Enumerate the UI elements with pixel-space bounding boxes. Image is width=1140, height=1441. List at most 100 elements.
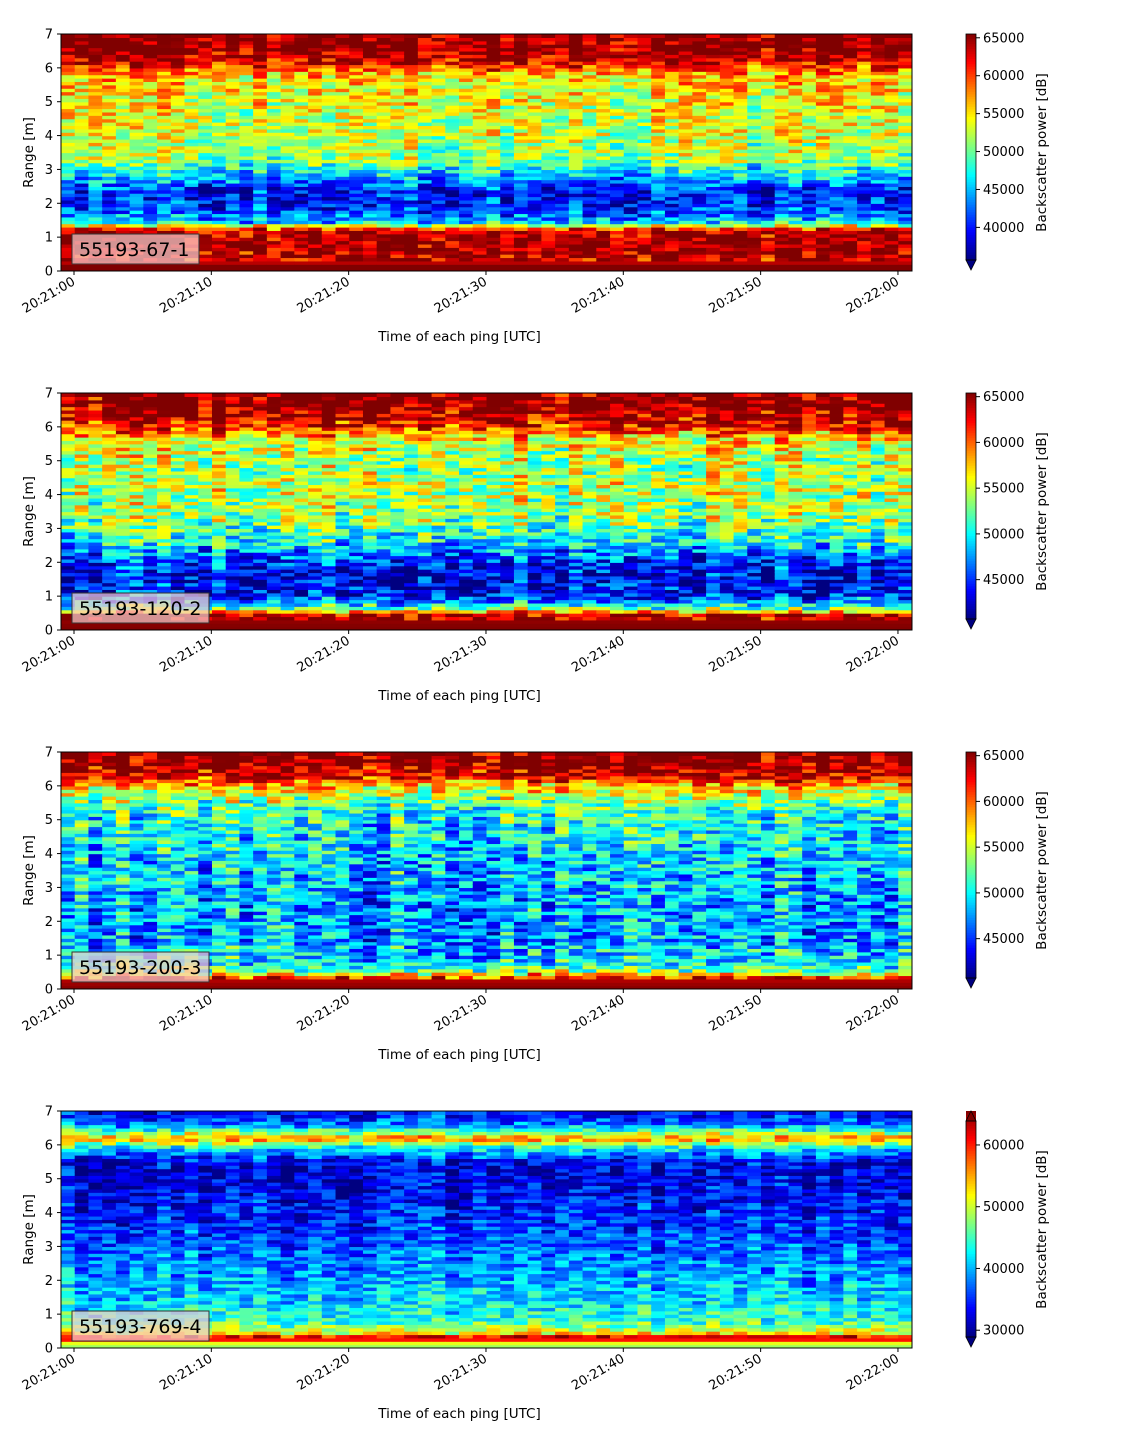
heatmap-cell (88, 34, 102, 38)
heatmap-cell (775, 34, 789, 38)
colorbar-label: Backscatter power [dB] (1034, 73, 1050, 232)
colorbar-tick-label: 40000 (983, 221, 1024, 236)
heatmap-cell (363, 34, 377, 38)
y-tick-label: 7 (45, 28, 53, 43)
heatmap-cell (761, 34, 775, 38)
heatmap-cell (281, 34, 295, 38)
chart-panel-1: 0 1 2 3 4 5 6 7 20:21:00 20:21:10 20:21:20 20:21:30… (20, 28, 1050, 346)
heatmap-cell (294, 34, 308, 38)
heatmap-cell (198, 34, 212, 38)
heatmap-cell (226, 34, 240, 38)
heatmap-cell (596, 34, 610, 38)
y-tick-label: 4 (45, 129, 53, 144)
heatmap-cell (802, 34, 816, 38)
x-tick-label: 20:21:40 (569, 274, 627, 316)
y-tick-label: 1 (45, 231, 53, 246)
heatmap-cell (116, 393, 130, 397)
heatmap-cell (857, 34, 871, 38)
heatmap-cell (322, 34, 336, 38)
heatmap-cell (336, 34, 350, 38)
heatmap-cell (116, 34, 130, 38)
x-tick-label: 20:21:00 (20, 274, 78, 316)
heatmap-cell (898, 34, 912, 38)
y-tick-label: 2 (45, 197, 53, 212)
heatmap-cell (706, 34, 720, 38)
x-tick-label: 20:22:00 (844, 274, 902, 316)
heatmap-cell (308, 34, 322, 38)
heatmap-cell (88, 393, 102, 397)
heatmap-cell (816, 34, 830, 38)
heatmap-cell (473, 34, 487, 38)
heatmap-cell (871, 34, 885, 38)
heatmap-cell (75, 393, 89, 397)
heatmap-cell (432, 34, 446, 38)
x-tick-label: 20:21:50 (707, 274, 765, 316)
y-axis-label: Range [m] (21, 117, 37, 188)
heatmap-cell (253, 34, 267, 38)
colorbar: 40000 45000 50000 55000 60000 65000 Backscatte… (966, 31, 1050, 270)
heatmap-cell (349, 34, 363, 38)
heatmap-cell (734, 34, 748, 38)
heatmap-cell (651, 34, 665, 38)
heatmap-cell (102, 34, 116, 38)
colorbar-tick-label: 60000 (983, 69, 1024, 84)
heatmap-cell (143, 393, 157, 397)
heatmap-cell (143, 34, 157, 38)
heatmap-cell (157, 34, 171, 38)
heatmap-cell (569, 34, 583, 38)
heatmap-cell (747, 34, 761, 38)
heatmap-cell (830, 34, 844, 38)
heatmap-cell (541, 34, 555, 38)
heatmap-cell (212, 34, 226, 38)
heatmap-cell (583, 34, 597, 38)
heatmap-cell (267, 34, 281, 38)
heatmap-cell (692, 34, 706, 38)
x-tick-label: 20:21:10 (157, 274, 215, 316)
x-tick-label: 20:21:20 (295, 274, 353, 316)
heatmap-cell (885, 34, 899, 38)
y-tick-label: 5 (45, 95, 53, 110)
heatmap-cell (418, 34, 432, 38)
heatmap-cell (377, 34, 391, 38)
panel-label-box: 55193-67-1 (72, 234, 199, 264)
heatmap-cell (788, 34, 802, 38)
heatmap-cell (75, 34, 89, 38)
heatmap-cell (130, 34, 144, 38)
heatmap-cell (239, 34, 253, 38)
heatmap-cell (679, 34, 693, 38)
colorbar-tick-label: 65000 (983, 31, 1024, 46)
heatmap-cell (528, 34, 542, 38)
colorbar-tick-label: 50000 (983, 145, 1024, 160)
heatmap-cell (514, 34, 528, 38)
heatmap-cell (102, 393, 116, 397)
heatmap-cell (459, 34, 473, 38)
heatmap-cell (130, 393, 144, 397)
y-tick-label: 0 (45, 265, 53, 280)
y-tick-label: 6 (45, 61, 53, 76)
heatmap-cell (61, 34, 75, 38)
heatmap-cell (185, 34, 199, 38)
heatmap-cell (445, 34, 459, 38)
colorbar-tick-label: 55000 (983, 107, 1024, 122)
heatmap-cell (637, 34, 651, 38)
heatmap-cell (720, 34, 734, 38)
y-tick-label: 3 (45, 163, 53, 178)
heatmap-cell (390, 34, 404, 38)
heatmap-cell (843, 34, 857, 38)
heatmap-cell (171, 34, 185, 38)
heatmap-cell (61, 393, 75, 397)
heatmap-cell (665, 34, 679, 38)
heatmap-cell (487, 34, 501, 38)
colorbar-extend-min (966, 260, 976, 270)
x-tick-label: 20:21:30 (432, 274, 490, 316)
colorbar-tick-label: 45000 (983, 183, 1024, 198)
heatmap-cell (555, 34, 569, 38)
heatmap-cell (404, 34, 418, 38)
heatmap-cell (500, 34, 514, 38)
panel-label: 55193-67-1 (79, 239, 189, 261)
heatmap-cell (610, 34, 624, 38)
heatmap-cell (624, 34, 638, 38)
x-axis-label: Time of each ping [UTC] (377, 329, 541, 345)
